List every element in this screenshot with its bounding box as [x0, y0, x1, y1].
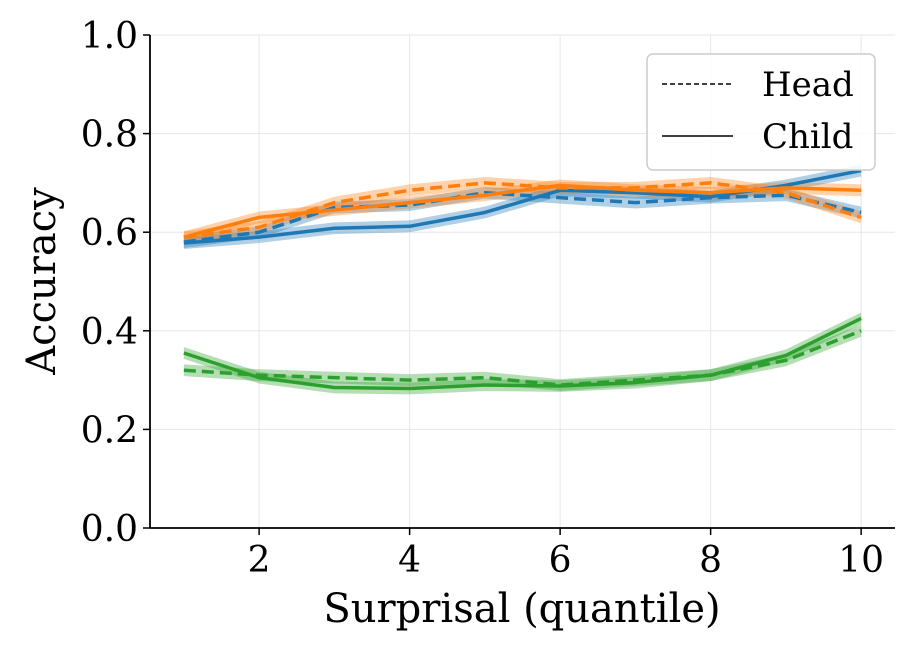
x-ticks: 2 4 6 8 10 [248, 528, 884, 581]
blue-child-band [183, 164, 862, 249]
y-axis-label: Accuracy [19, 187, 65, 376]
x-axis-label: Surprisal (quantile) [323, 586, 720, 632]
y-tick-label: 0.4 [81, 312, 138, 353]
green-head-band [183, 324, 862, 391]
x-tick-label: 4 [398, 540, 421, 581]
y-tick-label: 1.0 [81, 16, 138, 57]
green-child-line [183, 316, 862, 391]
y-tick-label: 0.0 [81, 509, 138, 550]
blue-head-band [183, 186, 862, 248]
y-tick-label: 0.8 [81, 115, 138, 156]
legend: Head Child [646, 53, 876, 171]
y-ticks: 0.0 0.2 0.4 0.6 0.8 1.0 [81, 16, 150, 550]
confidence-bands [183, 164, 862, 395]
axes [149, 35, 895, 529]
x-tick-label: 10 [838, 540, 884, 581]
x-tick-label: 8 [699, 540, 722, 581]
blue-head-line [183, 191, 862, 244]
legend-head-label: Head [762, 65, 854, 105]
x-tick-label: 2 [248, 540, 271, 581]
y-tick-label: 0.2 [81, 410, 138, 451]
green-child-band [183, 312, 862, 395]
green-head-line [183, 329, 862, 387]
series-lines [183, 168, 862, 391]
orange-child-line [183, 183, 862, 239]
x-tick-label: 6 [549, 540, 572, 581]
y-tick-label: 0.6 [81, 213, 138, 254]
legend-child-label: Child [762, 117, 853, 157]
legend-frame [646, 53, 876, 171]
